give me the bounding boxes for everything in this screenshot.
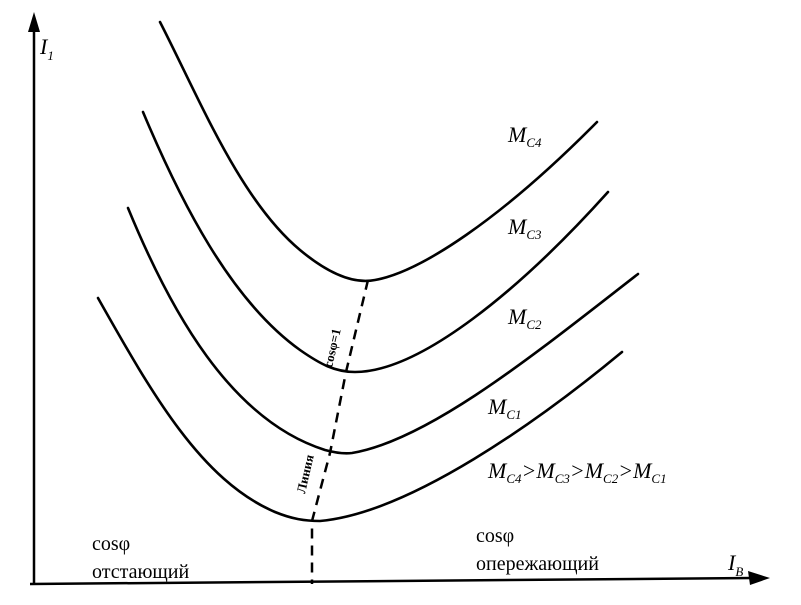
label-mc3: MC3	[507, 214, 542, 242]
v-curves	[96, 20, 640, 523]
min-line-label-bottom: Линия	[293, 453, 316, 495]
region-right-line1: cosφ	[476, 525, 514, 547]
region-left-line1: cosφ	[92, 533, 130, 555]
curve-mc2	[126, 206, 640, 455]
relation-label: MC4>MC3>MC2>MC1	[487, 458, 667, 486]
unity-power-factor-line	[310, 279, 370, 584]
min-line-label-top: cosφ=1	[320, 327, 343, 369]
label-mc1: MC1	[487, 394, 522, 422]
region-left-line2: отстающий	[92, 561, 190, 583]
x-axis	[29, 576, 753, 586]
x-axis-label: IB	[727, 550, 743, 579]
label-mc4: MC4	[507, 122, 542, 150]
y-axis-label: I1	[39, 34, 54, 63]
axes	[28, 12, 770, 586]
y-axis-arrowhead	[28, 12, 40, 32]
curve-mc3	[141, 110, 610, 374]
x-axis-arrowhead	[748, 571, 770, 585]
curve-mc1	[96, 296, 624, 523]
curve-mc4	[158, 20, 599, 283]
label-mc2: MC2	[507, 304, 542, 332]
region-right-line2: опережающий	[476, 553, 599, 575]
